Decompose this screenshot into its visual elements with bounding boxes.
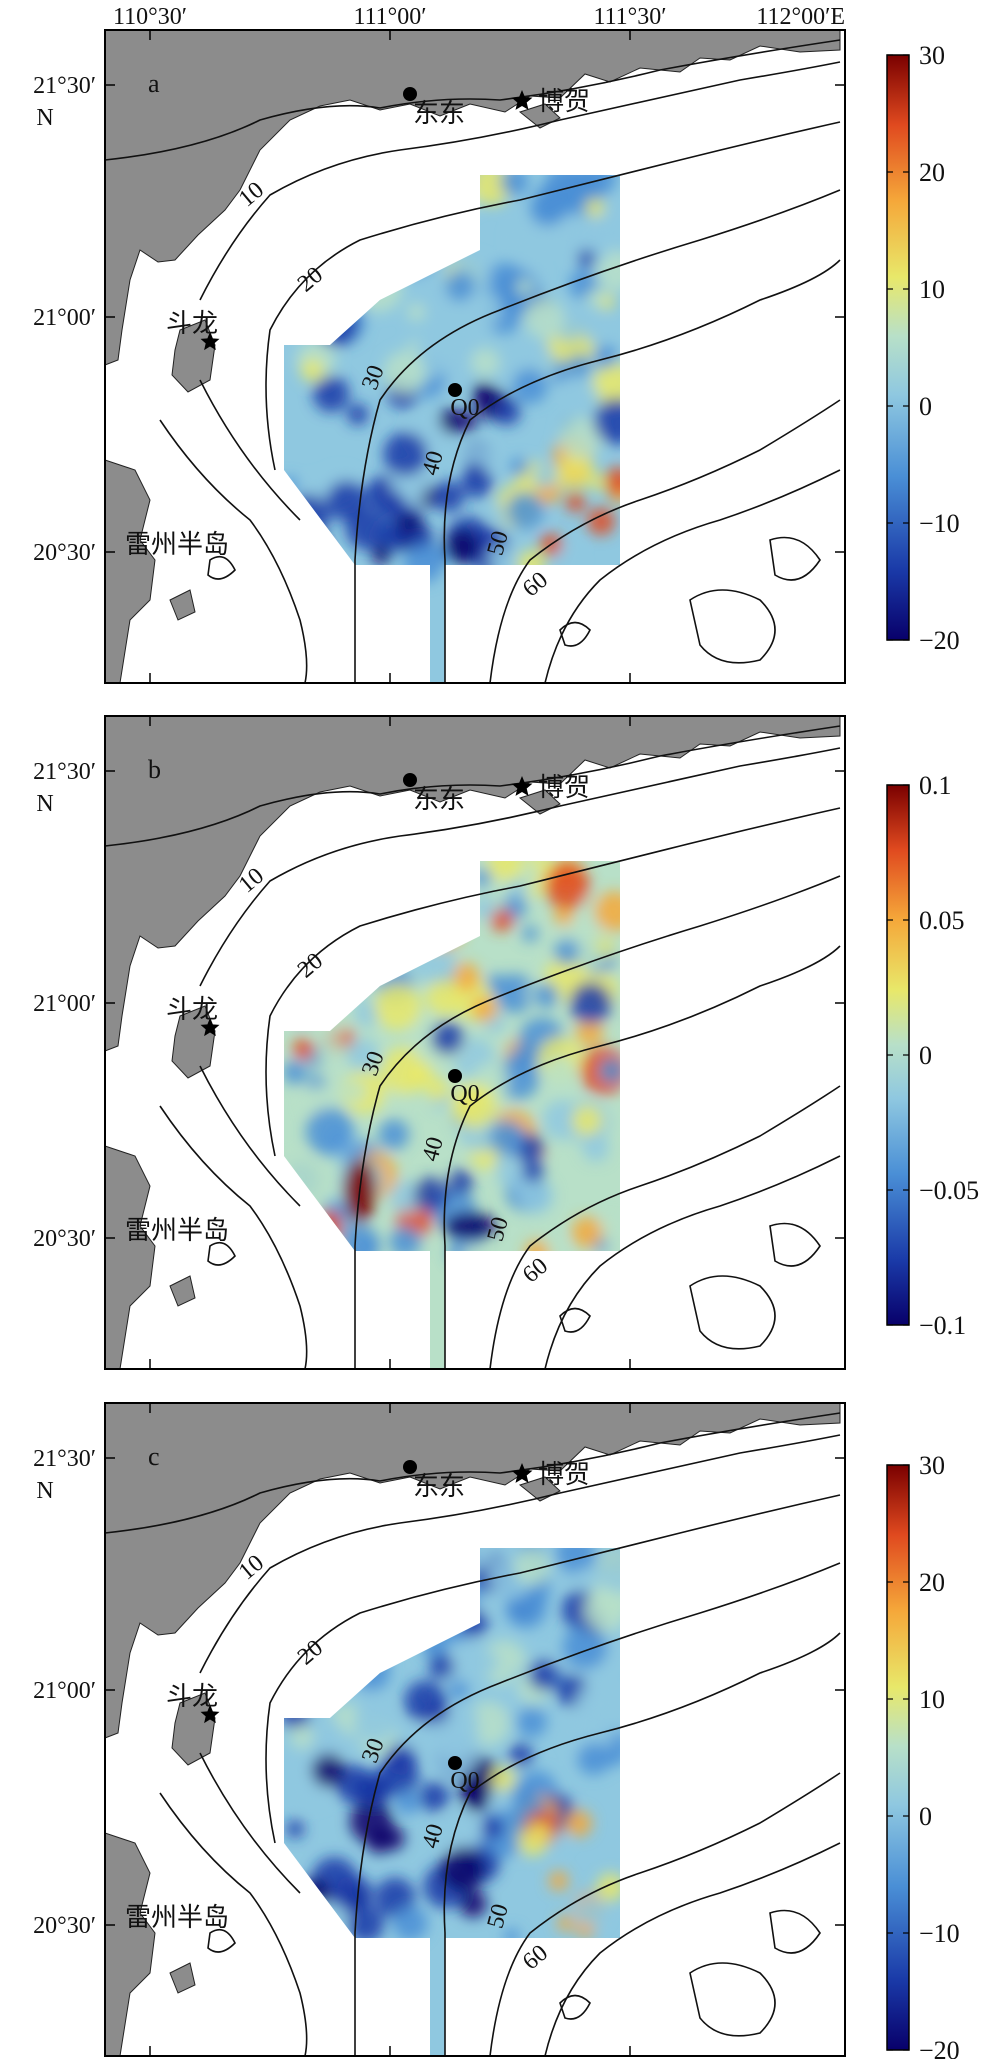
colorbar-tick-label: 20 [919,158,945,187]
station-dot [403,1460,417,1474]
place-name: 斗龙 [166,995,218,1025]
map-frame [104,1402,846,2057]
colorbar-gradient [886,1464,910,2051]
station-dot [448,1069,462,1083]
colorbar-tick-label: −20 [919,626,960,655]
star-marker [511,776,533,796]
place-name: 东东 [413,1472,465,1502]
colorbar-tick-label: −10 [919,509,960,538]
lon-tick-label: 111°00′ [353,4,426,30]
lat-tick-label: 20°30′ [33,1913,96,1939]
place-name: 斗龙 [166,1682,218,1712]
lon-tick-label: 110°30′ [113,4,187,30]
place-name: 斗龙 [166,309,218,339]
lat-tick-label: 21°00′ [33,305,96,331]
lat-tick-label: 21°00′ [33,991,96,1017]
colorbar-b: 0.1 0.05 0 −0.05 −0.1 [886,771,979,1340]
colorbar-c: 30 20 10 0 −10 −20 [886,1451,960,2059]
colorbar-tick-label: 30 [919,1451,945,1480]
lat-tick-label: 21°30′ [33,1446,96,1472]
colorbar-tick-label: −0.1 [919,1311,966,1340]
lat-unit: N [36,791,53,817]
panel-letter: b [148,755,161,784]
station-dot [448,383,462,397]
colorbar-tick-label: 30 [919,41,945,70]
place-name: 博贺 [538,87,590,117]
contour-label: Q0 [450,395,479,421]
lon-tick-label: 112°00′E [756,4,845,30]
lat-unit: N [36,1478,53,1504]
panel-letter: c [148,1442,160,1471]
place-name: 雷州半岛 [125,530,229,560]
lat-tick-label: 21°30′ [33,759,96,785]
map-frame [104,29,846,684]
colorbar-tick-label: 0 [919,1802,932,1831]
star-marker [200,1705,220,1724]
star-marker [200,332,220,351]
panel-letter: a [148,69,160,98]
place-name: 雷州半岛 [125,1903,229,1933]
colorbar-tick-label: 20 [919,1568,945,1597]
station-dot [403,773,417,787]
colorbar-gradient [886,54,910,641]
colorbar-tick-label: 0.05 [919,906,965,935]
colorbar-tick-label: 0 [919,392,932,421]
lat-unit: N [36,105,53,131]
contour-label: Q0 [450,1081,479,1107]
lat-tick-label: 20°30′ [33,1226,96,1252]
lat-tick-label: 21°30′ [33,73,96,99]
top-longitude-axis: 110°30′ 111°00′ 111°30′ 112°00′E [113,4,845,30]
colorbar-tick-label: 10 [919,275,945,304]
place-name: 博贺 [538,773,590,803]
lat-tick-label: 21°00′ [33,1678,96,1704]
place-name: 雷州半岛 [125,1216,229,1246]
star-marker [511,90,533,110]
colorbar-tick-label: 0 [919,1041,932,1070]
colorbar-tick-label: −20 [919,2036,960,2059]
colorbar-tick-label: −10 [919,1919,960,1948]
place-name: 东东 [413,785,465,815]
place-name: 博贺 [538,1460,590,1490]
place-name: 东东 [413,99,465,129]
lon-tick-label: 111°30′ [593,4,666,30]
colorbar-a: 30 20 10 0 −10 −20 [886,41,960,655]
station-dot [448,1756,462,1770]
lat-tick-label: 20°30′ [33,540,96,566]
map-frame [104,715,846,1370]
station-dot [403,87,417,101]
contour-label: Q0 [450,1768,479,1794]
colorbar-tick-label: 10 [919,1685,945,1714]
star-marker [200,1018,220,1037]
colorbar-tick-label: −0.05 [919,1176,979,1205]
star-marker [511,1463,533,1483]
colorbar-tick-label: 0.1 [919,771,952,800]
